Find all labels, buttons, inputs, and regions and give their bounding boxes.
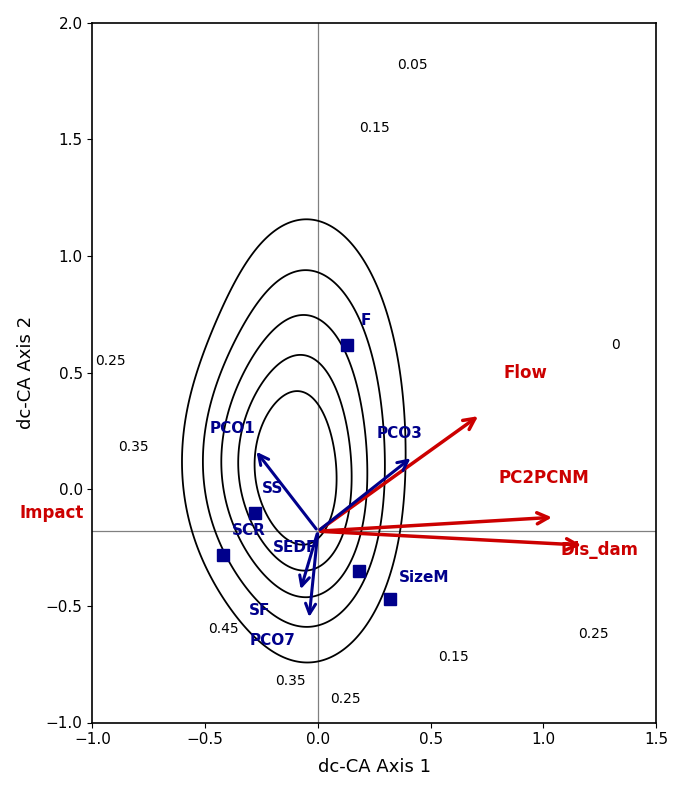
Text: F: F xyxy=(361,313,371,328)
Text: SizeM: SizeM xyxy=(399,570,449,585)
Text: Flow: Flow xyxy=(503,363,547,381)
Text: 0.15: 0.15 xyxy=(438,650,469,665)
Text: SCR: SCR xyxy=(232,523,266,538)
Text: 0.45: 0.45 xyxy=(208,623,238,636)
Text: Dis_dam: Dis_dam xyxy=(561,541,639,559)
Text: 0.25: 0.25 xyxy=(578,626,608,641)
Text: 0.25: 0.25 xyxy=(95,354,126,368)
Y-axis label: dc-CA Axis 2: dc-CA Axis 2 xyxy=(16,316,35,429)
Text: PCO3: PCO3 xyxy=(376,426,422,441)
X-axis label: dc-CA Axis 1: dc-CA Axis 1 xyxy=(318,758,431,776)
Text: PCO1: PCO1 xyxy=(210,421,255,436)
Text: 0.25: 0.25 xyxy=(329,692,360,707)
Text: 0.35: 0.35 xyxy=(275,673,306,688)
Text: 0.05: 0.05 xyxy=(397,58,428,71)
Text: Impact: Impact xyxy=(20,504,84,522)
Text: SS: SS xyxy=(262,481,283,496)
Text: SEDF: SEDF xyxy=(273,539,317,554)
Text: PCO7: PCO7 xyxy=(250,634,296,649)
Text: 0: 0 xyxy=(611,338,620,351)
Text: 0.35: 0.35 xyxy=(118,440,148,454)
Text: SF: SF xyxy=(249,603,270,618)
Text: PC2PCNM: PC2PCNM xyxy=(498,469,589,487)
Text: 0.15: 0.15 xyxy=(359,121,390,135)
